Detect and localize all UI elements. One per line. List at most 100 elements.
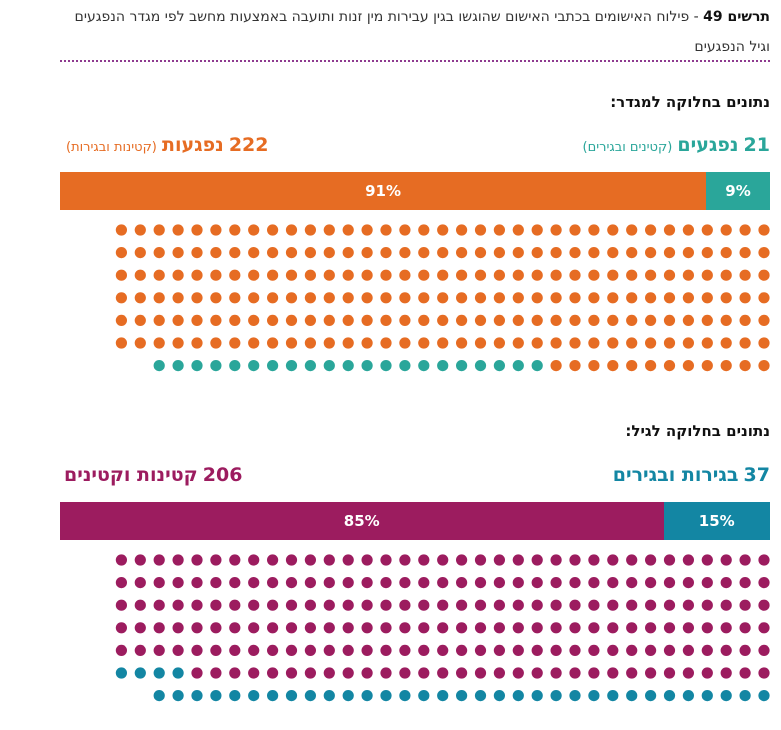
minors-dot [569, 667, 581, 679]
female-dot [399, 292, 411, 304]
female-dot [323, 314, 335, 326]
minors-dot [361, 644, 373, 656]
minors-dot [456, 577, 468, 589]
minors-dot [285, 644, 298, 656]
minors-dot [512, 622, 524, 634]
female-dot [512, 269, 524, 281]
female-dot [626, 337, 638, 349]
minors-dot [682, 622, 695, 634]
female-dot [456, 224, 468, 236]
minors-dot [512, 599, 524, 611]
minors-dot [115, 554, 127, 566]
female-dot [607, 292, 619, 304]
minors-dot [739, 577, 751, 589]
female-dot [739, 292, 751, 304]
adults-dot [493, 690, 505, 702]
female-dot [758, 337, 770, 349]
female-dot [304, 337, 316, 349]
minors-dot [758, 667, 770, 679]
male-count-label: 21 נפגעים (קטינים ובגירים) [583, 134, 771, 156]
male-dot [456, 360, 468, 372]
female-dot [626, 247, 638, 259]
minors-dot [474, 644, 487, 656]
female-dot [399, 224, 411, 236]
minors-dot [626, 622, 638, 634]
minors-dot [663, 622, 676, 634]
female-dot [285, 247, 298, 259]
female-dot [267, 224, 279, 236]
minors-dot [437, 577, 449, 589]
female-dot [569, 292, 581, 304]
minors-dot [569, 622, 581, 634]
female-dot [172, 337, 184, 349]
female-dot [229, 314, 241, 326]
minors-dot [248, 554, 260, 566]
minors-dot [550, 599, 562, 611]
age-dot-matrix [115, 554, 770, 702]
age-section-heading: נתונים בחלוקה לגיל: [625, 422, 770, 440]
female-dot [588, 314, 600, 326]
minors-dot [399, 577, 411, 589]
minors-dot [191, 644, 203, 656]
minors-dot [474, 577, 487, 589]
adults-dot [720, 690, 732, 702]
adults-dot [172, 667, 184, 679]
minors-dot [456, 622, 468, 634]
male-dot [172, 360, 184, 372]
female-dot [267, 247, 279, 259]
female-dot [531, 292, 543, 304]
adults-count: 37 [743, 464, 770, 486]
female-dot [153, 224, 165, 236]
minors-dot [437, 554, 449, 566]
female-dot [758, 292, 770, 304]
minors-dot [285, 622, 298, 634]
adults-count-label: 37 בגירות ובגירים [613, 464, 770, 486]
female-dot [229, 337, 241, 349]
female-dot [758, 314, 770, 326]
minors-dot [456, 644, 468, 656]
female-dot [456, 247, 468, 259]
female-dot [663, 292, 676, 304]
minors-dot [267, 599, 279, 611]
minors-dot [380, 599, 392, 611]
adults-dot [229, 690, 241, 702]
female-dot [645, 337, 657, 349]
minors-dot [701, 554, 713, 566]
female-dot [191, 224, 203, 236]
adults-dot [210, 690, 222, 702]
minors-dot [682, 577, 695, 589]
minors-dot [229, 667, 241, 679]
female-dot [493, 314, 505, 326]
female-dot [512, 337, 524, 349]
female-dot [626, 360, 638, 372]
female-dot [739, 224, 751, 236]
adults-dot [588, 690, 600, 702]
female-dot [323, 247, 335, 259]
minors-dot [399, 599, 411, 611]
minors-dot [701, 644, 713, 656]
minors-dot [588, 599, 600, 611]
male-dot [267, 360, 279, 372]
minors-dot [645, 577, 657, 589]
minors-dot [588, 667, 600, 679]
adults-dot [134, 667, 146, 679]
minors-dot [399, 667, 411, 679]
female-dot [626, 224, 638, 236]
adults-dot [607, 690, 619, 702]
minors-dot [663, 577, 676, 589]
female-dot [512, 224, 524, 236]
minors-dot [380, 644, 392, 656]
male-dot [248, 360, 260, 372]
minors-dot [607, 599, 619, 611]
minors-dot [437, 644, 449, 656]
female-dot [531, 269, 543, 281]
female-dot [739, 247, 751, 259]
minors-dot [304, 667, 316, 679]
figure-title-text: - פילוח האישומים בכתבי האישום שהוגשו בגי… [74, 9, 770, 55]
female-dot [474, 314, 487, 326]
adults-dot [361, 690, 373, 702]
adults-dot [191, 690, 203, 702]
female-dot [115, 247, 127, 259]
minors-dot [626, 644, 638, 656]
minors-dot [323, 644, 335, 656]
